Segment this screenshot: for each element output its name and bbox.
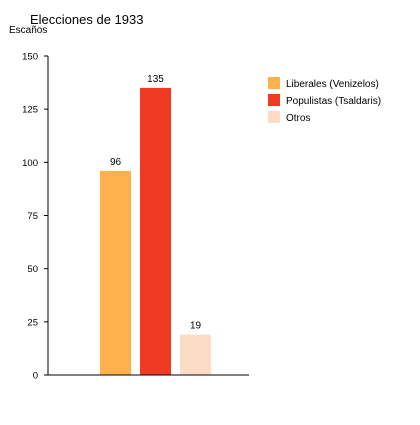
y-tick-label: 25 xyxy=(27,317,38,328)
legend-label: Liberales (Venizelos) xyxy=(286,79,379,90)
bar-1 xyxy=(100,170,131,375)
y-tick-label: 125 xyxy=(22,105,38,116)
y-axis: 0 25 50 75 100 125 150 xyxy=(22,52,48,382)
legend: Liberales (Venizelos) Populistas (Tsaldar… xyxy=(268,77,381,124)
legend-label: Populistas (Tsaldaris) xyxy=(286,96,381,107)
y-tick-label: 150 xyxy=(22,52,38,63)
chart-title: Elecciones de 1933 xyxy=(30,12,143,27)
bar-value-label: 96 xyxy=(110,157,122,168)
y-axis-label: Escaños xyxy=(9,25,47,36)
legend-swatch xyxy=(268,111,280,123)
bar-3 xyxy=(180,334,211,375)
y-tick-label: 100 xyxy=(22,158,38,169)
y-tick-label: 50 xyxy=(27,264,38,275)
bar-2 xyxy=(140,87,171,376)
legend-label: Otros xyxy=(286,113,310,124)
bar-value-label: 19 xyxy=(190,321,202,332)
legend-swatch xyxy=(268,77,280,89)
y-tick-label: 0 xyxy=(33,371,38,382)
y-tick-label: 75 xyxy=(27,211,38,222)
bar-labels-group: 96 135 19 xyxy=(110,74,202,332)
bars-group xyxy=(100,87,211,376)
legend-swatch xyxy=(268,94,280,106)
bar-value-label: 135 xyxy=(147,74,164,85)
